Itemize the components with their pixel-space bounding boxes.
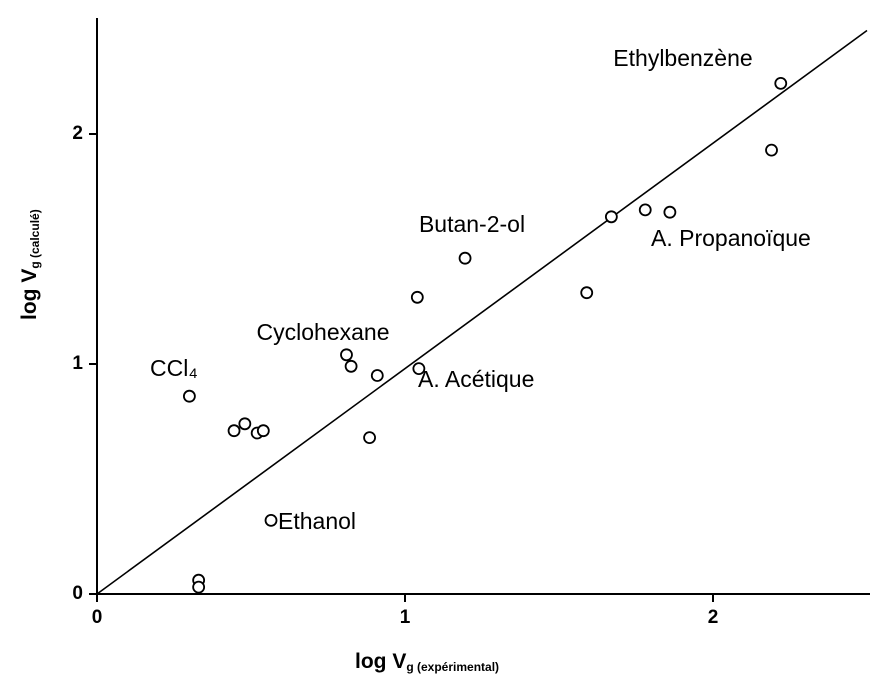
y-label-sub: g (calculé): [28, 209, 42, 268]
point: [192, 580, 206, 594]
point: [580, 286, 594, 300]
point: [344, 359, 358, 373]
point: [256, 424, 270, 438]
annotation: Butan-2-ol: [419, 211, 525, 237]
x-tick-label: 1: [400, 607, 411, 628]
annotation: Ethylbenzène: [613, 45, 752, 71]
point: [370, 369, 384, 382]
point: [458, 251, 472, 265]
x-label-sub: g (expérimental): [406, 660, 499, 674]
point: [363, 431, 376, 445]
point: [604, 210, 618, 224]
annotation: A. Acétique: [418, 366, 534, 392]
point: [412, 362, 426, 376]
y-tick-label: 1: [72, 353, 83, 374]
y-tick-label: 2: [72, 123, 83, 144]
point: [410, 290, 424, 304]
point: [774, 77, 788, 90]
annotation: CCl₄: [150, 355, 198, 381]
x-tick-label: 2: [708, 607, 719, 628]
x-label-main: log V: [355, 650, 406, 673]
point: [182, 389, 196, 403]
y-axis-label: log Vg (calculé): [18, 209, 43, 320]
point: [765, 143, 778, 157]
point: [238, 417, 252, 431]
y-tick-label: 0: [72, 583, 83, 604]
annotation: Ethanol: [278, 508, 356, 534]
point: [227, 424, 241, 438]
annotation: Cyclohexane: [257, 319, 390, 345]
point: [264, 514, 278, 527]
annotation: A. Propanoïque: [651, 225, 811, 251]
point: [638, 203, 652, 217]
y-label-main: log V: [18, 269, 41, 320]
point: [340, 348, 353, 362]
fit-line: [96, 29, 868, 595]
x-tick-label: 0: [92, 607, 103, 628]
point: [663, 205, 677, 219]
x-axis-label: log Vg (expérimental): [355, 650, 499, 675]
